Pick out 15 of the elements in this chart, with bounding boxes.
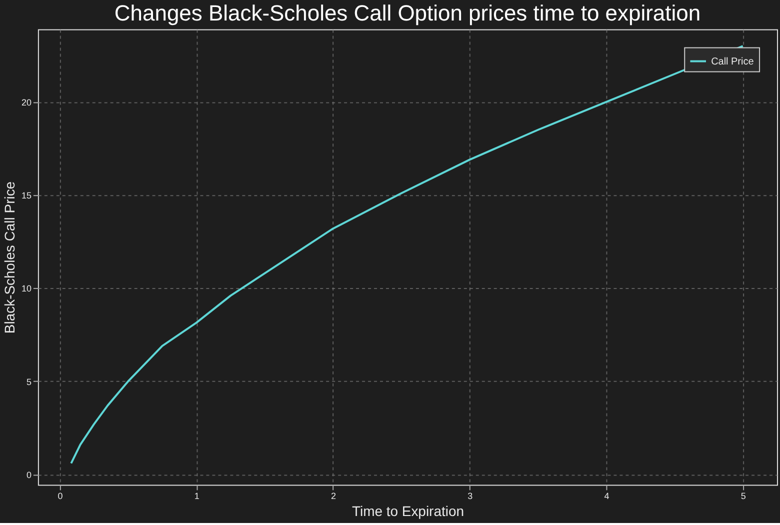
y-tick-label: 5 [26, 376, 32, 387]
y-tick-label: 0 [26, 470, 32, 480]
x-tick-label: 3 [468, 491, 473, 502]
x-tick-label: 4 [604, 491, 610, 502]
chart-title: Changes Black-Scholes Call Option prices time to expiration [114, 0, 701, 26]
legend-label: Call Price [711, 56, 754, 68]
x-tick-label: 0 [58, 491, 63, 502]
x-tick-label: 5 [740, 491, 746, 502]
x-tick-label: 1 [194, 491, 200, 502]
y-axis-title: Black-Scholes Call Price [1, 181, 18, 334]
y-tick-label: 15 [21, 190, 32, 201]
x-tick-label: 2 [331, 491, 336, 502]
y-tick-label: 20 [21, 97, 32, 108]
x-axis-title: Time to Expiration [352, 503, 464, 520]
y-tick-label: 10 [21, 284, 32, 294]
